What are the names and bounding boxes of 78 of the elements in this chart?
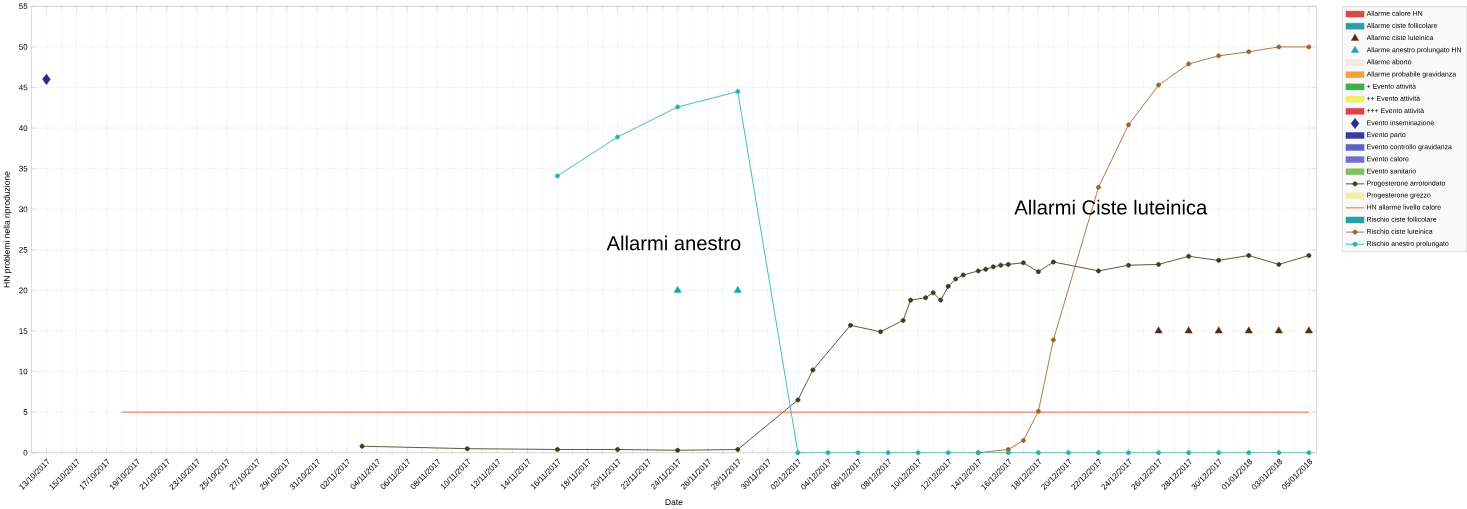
point bbox=[1246, 253, 1252, 259]
point bbox=[1126, 122, 1131, 128]
point bbox=[1276, 44, 1282, 50]
point bbox=[1126, 262, 1131, 268]
point bbox=[1246, 450, 1252, 456]
y-axis-title: HN problemi nella riproduzione bbox=[3, 171, 12, 288]
point bbox=[983, 267, 989, 272]
point bbox=[673, 286, 682, 293]
point bbox=[795, 450, 801, 456]
point bbox=[900, 318, 906, 324]
point bbox=[1276, 450, 1282, 456]
point bbox=[1096, 450, 1101, 456]
point bbox=[1305, 326, 1313, 334]
point bbox=[945, 284, 951, 289]
x-axis-title: Date bbox=[665, 499, 683, 506]
point bbox=[1050, 259, 1056, 265]
point bbox=[1156, 82, 1162, 88]
point bbox=[464, 446, 470, 452]
point bbox=[1020, 260, 1026, 266]
point bbox=[1035, 409, 1041, 414]
point bbox=[554, 447, 560, 453]
point bbox=[1306, 450, 1312, 456]
point bbox=[990, 264, 996, 270]
point bbox=[975, 268, 981, 274]
point bbox=[675, 104, 681, 110]
annotation: Allarmi Ciste luteinica bbox=[1014, 199, 1208, 215]
point bbox=[735, 447, 741, 453]
point bbox=[359, 443, 365, 449]
point bbox=[1096, 185, 1101, 190]
point bbox=[825, 450, 831, 456]
point bbox=[1020, 438, 1026, 444]
point bbox=[915, 450, 921, 456]
point bbox=[1035, 450, 1041, 456]
point bbox=[1005, 262, 1011, 268]
point bbox=[1186, 450, 1192, 456]
point bbox=[1246, 49, 1252, 55]
point bbox=[1244, 326, 1253, 334]
point bbox=[998, 262, 1004, 268]
point bbox=[938, 297, 944, 303]
annotation: Allarmi anestro bbox=[606, 235, 741, 251]
point bbox=[885, 450, 891, 456]
point bbox=[675, 448, 681, 453]
point bbox=[1276, 262, 1282, 268]
point bbox=[1274, 326, 1283, 334]
point bbox=[42, 74, 51, 86]
point bbox=[795, 397, 801, 403]
point bbox=[855, 450, 861, 456]
point bbox=[1050, 337, 1056, 343]
point bbox=[848, 323, 853, 328]
point bbox=[810, 367, 816, 373]
point bbox=[1096, 268, 1101, 274]
point bbox=[1216, 53, 1222, 59]
point bbox=[945, 450, 951, 456]
point bbox=[1184, 326, 1193, 334]
point bbox=[1216, 450, 1222, 456]
point bbox=[1156, 450, 1162, 456]
point bbox=[1126, 450, 1131, 456]
point bbox=[615, 134, 620, 140]
point bbox=[923, 295, 929, 301]
point bbox=[735, 89, 741, 95]
point bbox=[908, 297, 914, 303]
point bbox=[953, 276, 959, 282]
point bbox=[1306, 44, 1312, 50]
point bbox=[1214, 326, 1223, 334]
point bbox=[878, 329, 884, 335]
point bbox=[1186, 61, 1192, 67]
point bbox=[930, 290, 936, 296]
point bbox=[1216, 258, 1222, 263]
point bbox=[1065, 450, 1071, 456]
point bbox=[960, 272, 966, 278]
point bbox=[1186, 254, 1192, 259]
point bbox=[615, 447, 620, 453]
point bbox=[733, 286, 742, 293]
point bbox=[1035, 269, 1041, 275]
point bbox=[554, 173, 560, 179]
point bbox=[1306, 253, 1312, 259]
point bbox=[1154, 326, 1163, 334]
point bbox=[1156, 262, 1162, 268]
